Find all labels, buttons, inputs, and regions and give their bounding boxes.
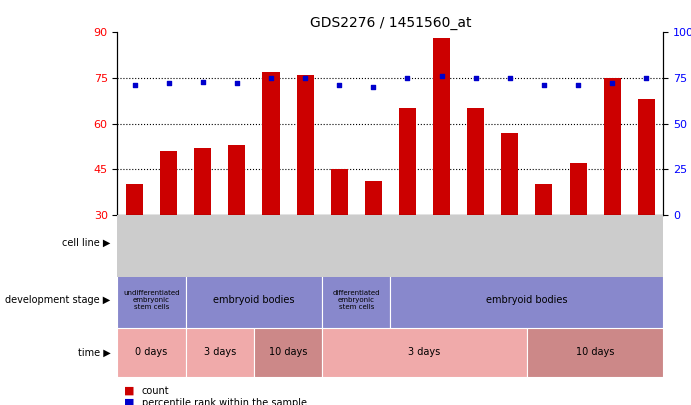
Point bbox=[504, 75, 515, 81]
Point bbox=[231, 80, 243, 87]
Text: count: count bbox=[142, 386, 169, 396]
Bar bbox=[296, 75, 314, 215]
Bar bbox=[399, 108, 416, 215]
Bar bbox=[467, 108, 484, 215]
Point bbox=[129, 82, 140, 89]
Bar bbox=[322, 328, 527, 377]
Point bbox=[265, 75, 276, 81]
Bar bbox=[126, 184, 143, 215]
Bar bbox=[501, 133, 518, 215]
Point bbox=[197, 79, 208, 85]
Bar bbox=[536, 184, 553, 215]
Bar bbox=[433, 38, 450, 215]
Text: ■: ■ bbox=[124, 398, 135, 405]
Point bbox=[334, 82, 345, 89]
Point bbox=[538, 82, 549, 89]
Bar bbox=[365, 181, 382, 215]
Bar bbox=[186, 271, 322, 328]
Bar bbox=[254, 328, 322, 377]
Bar bbox=[322, 215, 663, 271]
Point bbox=[436, 73, 447, 79]
Text: development stage ▶: development stage ▶ bbox=[6, 295, 111, 305]
Text: 3 days: 3 days bbox=[204, 347, 236, 357]
Text: differentiated
embryonic
stem cells: differentiated embryonic stem cells bbox=[332, 290, 380, 310]
Text: cell line ▶: cell line ▶ bbox=[62, 238, 111, 248]
Text: parental Ainv15 cell line: parental Ainv15 cell line bbox=[157, 238, 283, 248]
Bar bbox=[186, 328, 254, 377]
Text: 3 days: 3 days bbox=[408, 347, 441, 357]
Bar bbox=[322, 271, 390, 328]
Bar bbox=[194, 148, 211, 215]
Bar bbox=[117, 328, 186, 377]
Point bbox=[402, 75, 413, 81]
Text: undifferentiated
embryonic
stem cells: undifferentiated embryonic stem cells bbox=[123, 290, 180, 310]
Bar bbox=[527, 328, 663, 377]
Text: time ▶: time ▶ bbox=[78, 347, 111, 357]
Title: GDS2276 / 1451560_at: GDS2276 / 1451560_at bbox=[310, 16, 471, 30]
Text: embryoid bodies: embryoid bodies bbox=[486, 295, 567, 305]
Bar bbox=[117, 215, 322, 271]
Point bbox=[163, 80, 174, 87]
Point bbox=[300, 75, 311, 81]
Text: ■: ■ bbox=[124, 386, 135, 396]
Bar bbox=[604, 78, 621, 215]
Bar bbox=[263, 72, 280, 215]
Bar bbox=[638, 99, 655, 215]
Bar bbox=[569, 163, 587, 215]
Point bbox=[641, 75, 652, 81]
Point bbox=[368, 84, 379, 90]
Text: 10 days: 10 days bbox=[269, 347, 307, 357]
Text: embryoid bodies: embryoid bodies bbox=[214, 295, 294, 305]
Point bbox=[573, 82, 584, 89]
Bar bbox=[331, 169, 348, 215]
Bar bbox=[390, 271, 663, 328]
Bar bbox=[117, 271, 186, 328]
Bar bbox=[228, 145, 245, 215]
Point bbox=[470, 75, 481, 81]
Bar bbox=[160, 151, 177, 215]
Text: 0 days: 0 days bbox=[135, 347, 168, 357]
Text: inducible Ngn3 cell line: inducible Ngn3 cell line bbox=[432, 238, 553, 248]
Text: 10 days: 10 days bbox=[576, 347, 614, 357]
Text: percentile rank within the sample: percentile rank within the sample bbox=[142, 398, 307, 405]
Point bbox=[607, 80, 618, 87]
